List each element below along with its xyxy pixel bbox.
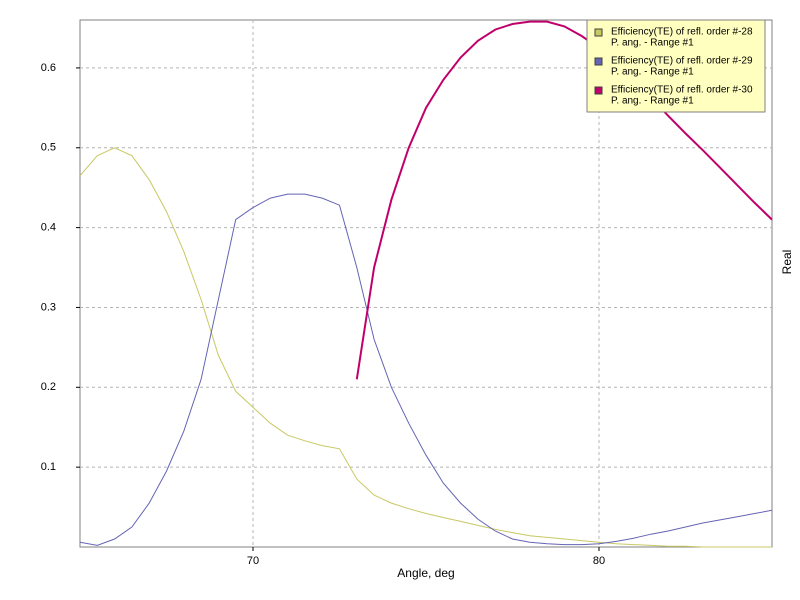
legend-label: Efficiency(TE) of refl. order #-30 bbox=[611, 85, 753, 96]
y-tick-label: 0.1 bbox=[41, 461, 56, 473]
legend-marker bbox=[594, 86, 603, 95]
series-line bbox=[355, 20, 773, 380]
series-line bbox=[79, 193, 773, 546]
x-tick-label: 80 bbox=[593, 555, 605, 567]
y-tick-label: 0.6 bbox=[41, 62, 56, 74]
x-axis-label: Angle, deg bbox=[397, 566, 454, 580]
y-tick-label: 0.4 bbox=[41, 222, 56, 234]
legend-marker bbox=[594, 57, 603, 66]
legend-label: P. ang. - Range #1 bbox=[611, 67, 694, 78]
legend-label: Efficiency(TE) of refl. order #-28 bbox=[611, 27, 753, 38]
legend-label: P. ang. - Range #1 bbox=[611, 38, 694, 49]
y-tick-label: 0.2 bbox=[41, 381, 56, 393]
legend-marker bbox=[594, 28, 603, 37]
x-tick-label: 70 bbox=[247, 555, 259, 567]
legend-label: P. ang. - Range #1 bbox=[611, 96, 694, 107]
series-line bbox=[79, 147, 772, 548]
legend-label: Efficiency(TE) of refl. order #-29 bbox=[611, 56, 753, 67]
y-axis-label: Real bbox=[780, 250, 794, 275]
legend-box bbox=[586, 19, 766, 113]
y-tick-label: 0.5 bbox=[41, 142, 56, 154]
y-tick-label: 0.3 bbox=[41, 301, 56, 313]
